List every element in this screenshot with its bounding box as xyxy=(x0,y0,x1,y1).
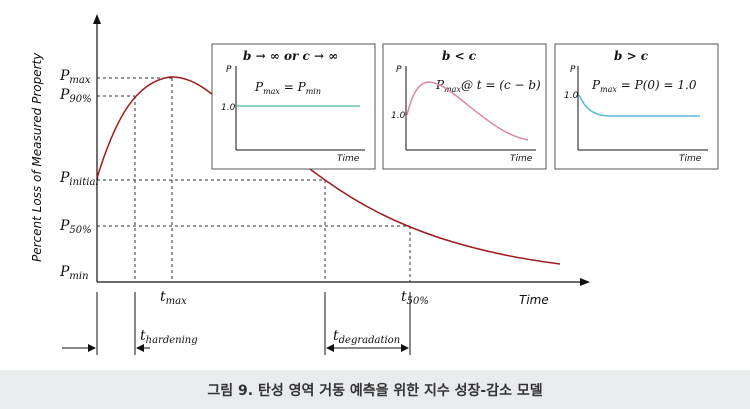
svg-text:P: P xyxy=(226,65,232,75)
label-t-hardening: thardening xyxy=(140,328,198,346)
inset-3-curve xyxy=(578,94,700,117)
label-t-degradation: tdegradation xyxy=(333,328,400,346)
y-axis-title: Percent Loss of Measured Property xyxy=(30,52,44,262)
caption-bar: 그림 9. 탄성 영역 거동 예측을 위한 지수 성장-감소 모델 xyxy=(0,370,750,409)
svg-text:Time: Time xyxy=(510,154,533,164)
inset-case-b-greater-c: b > c P 1.0 Time Pmax = P(0) = 1.0 xyxy=(554,43,719,170)
figure-caption: 그림 9. 탄성 영역 거동 예측을 위한 지수 성장-감소 모델 xyxy=(207,382,543,399)
svg-text:Time: Time xyxy=(337,154,360,164)
svg-text:b → ∞ or c → ∞: b → ∞ or c → ∞ xyxy=(243,49,338,63)
svg-text:b > c: b > c xyxy=(614,49,649,63)
interval-ticks xyxy=(96,292,411,355)
svg-text:Time: Time xyxy=(679,154,702,164)
svg-text:Pmax = P(0) = 1.0: Pmax = P(0) = 1.0 xyxy=(591,78,697,94)
inset-2-curve xyxy=(406,81,529,141)
label-p-max: Pmax xyxy=(59,68,91,86)
svg-text:Pmax = Pmin: Pmax = Pmin xyxy=(254,80,321,96)
y-axis-arrow xyxy=(93,14,101,24)
x-axis-arrow xyxy=(580,278,590,286)
svg-text:P: P xyxy=(570,65,576,75)
svg-text:1.0: 1.0 xyxy=(391,111,406,121)
label-t-50: t50% xyxy=(401,289,429,307)
svg-text:1.0: 1.0 xyxy=(221,103,236,113)
guide-lines xyxy=(97,77,411,282)
label-p-90: P90% xyxy=(59,87,92,105)
label-t-max: tmax xyxy=(160,289,187,307)
label-p-initial: Pinitial xyxy=(59,170,99,188)
svg-text:b < c: b < c xyxy=(442,49,477,63)
inset-case-b-less-c: b < c P 1.0 Time Pmax@ t = (c − b) xyxy=(382,43,547,170)
x-axis-title: Time xyxy=(519,293,549,307)
growth-decay-diagram: Percent Loss of Measured Property Pmax P… xyxy=(30,14,719,355)
svg-text:1.0: 1.0 xyxy=(564,91,579,101)
svg-text:P: P xyxy=(396,65,402,75)
label-p-min: Pmin xyxy=(59,264,89,282)
growth-decay-curve xyxy=(96,76,561,265)
figure: Percent Loss of Measured Property Pmax P… xyxy=(30,14,719,355)
inset-case-infinite: b → ∞ or c → ∞ P 1.0 Time Pmax = Pmin xyxy=(211,43,376,170)
label-p-50: P50% xyxy=(59,218,92,236)
